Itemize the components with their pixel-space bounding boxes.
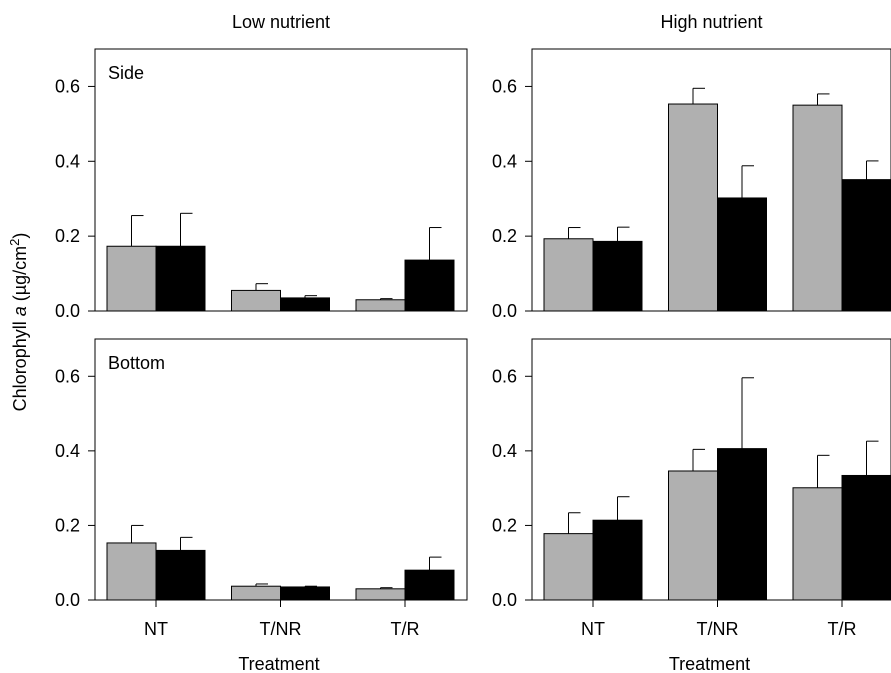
bar — [404, 259, 455, 312]
bar — [231, 289, 281, 312]
bar — [668, 470, 718, 601]
y-tick-label: 0.6 — [55, 366, 80, 386]
bar — [668, 103, 718, 312]
y-tick-label: 0.4 — [55, 441, 80, 461]
y-tick-label: 0.0 — [55, 590, 80, 610]
bar — [841, 474, 891, 601]
chart-panels: 0.0 0.2 0.4 0.6 Side Low nutrient 0.0 0.2 0.4 0.6… — [55, 12, 891, 673]
y-tick-label: 0.6 — [492, 76, 517, 96]
y-tick-label: 0.0 — [55, 301, 80, 321]
y-tick-label: 0.4 — [492, 441, 517, 461]
bar — [792, 104, 843, 312]
bar — [280, 586, 330, 601]
x-tick-label: T/R — [828, 619, 857, 639]
x-tick-label: NT — [581, 619, 605, 639]
y-tick-label: 0.2 — [55, 226, 80, 246]
column-title: High nutrient — [660, 12, 762, 32]
bar — [543, 533, 594, 601]
bar — [355, 299, 406, 312]
column-title: Low nutrient — [232, 12, 330, 32]
bar — [155, 549, 206, 601]
panel-2: 0.0 0.2 0.4 0.6 High nutrient — [492, 12, 891, 321]
x-tick-label: NT — [144, 619, 168, 639]
y-axis-label: Chlorophyll a (µg/cm2) — [7, 233, 30, 412]
y-tick-label: 0.4 — [55, 151, 80, 171]
bar — [106, 542, 157, 601]
panel-1: 0.0 0.2 0.4 0.6 Side Low nutrient — [55, 12, 468, 321]
bar — [155, 245, 206, 312]
panel-label: Side — [108, 63, 144, 83]
bar — [592, 519, 643, 601]
bar — [792, 487, 843, 601]
y-tick-label: 0.0 — [492, 301, 517, 321]
bar — [543, 238, 594, 312]
bar — [841, 179, 891, 312]
bar — [404, 569, 455, 601]
x-axis-label: Treatment — [238, 654, 319, 673]
x-tick-label: T/NR — [697, 619, 739, 639]
y-tick-label: 0.6 — [55, 76, 80, 96]
y-tick-label: 0.4 — [492, 151, 517, 171]
panel-4: 0.0 0.2 0.4 0.6 NT T/NR T/R Treatment — [492, 338, 891, 673]
x-axis-label: Treatment — [669, 654, 750, 673]
x-tick-label: T/R — [391, 619, 420, 639]
bar — [106, 245, 157, 312]
y-tick-label: 0.2 — [55, 515, 80, 535]
y-tick-label: 0.6 — [492, 366, 517, 386]
y-tick-label: 0.2 — [492, 515, 517, 535]
bar — [355, 588, 406, 601]
bar — [280, 297, 330, 312]
panel-label: Bottom — [108, 353, 165, 373]
y-tick-label: 0.2 — [492, 226, 517, 246]
bar — [592, 240, 643, 312]
x-tick-label: T/NR — [260, 619, 302, 639]
bar — [717, 197, 767, 312]
bar — [231, 585, 281, 601]
panel-3: 0.0 0.2 0.4 0.6 NT T/NR T/R Bottom Treatment — [55, 338, 468, 673]
y-tick-label: 0.0 — [492, 590, 517, 610]
bar — [717, 448, 767, 601]
